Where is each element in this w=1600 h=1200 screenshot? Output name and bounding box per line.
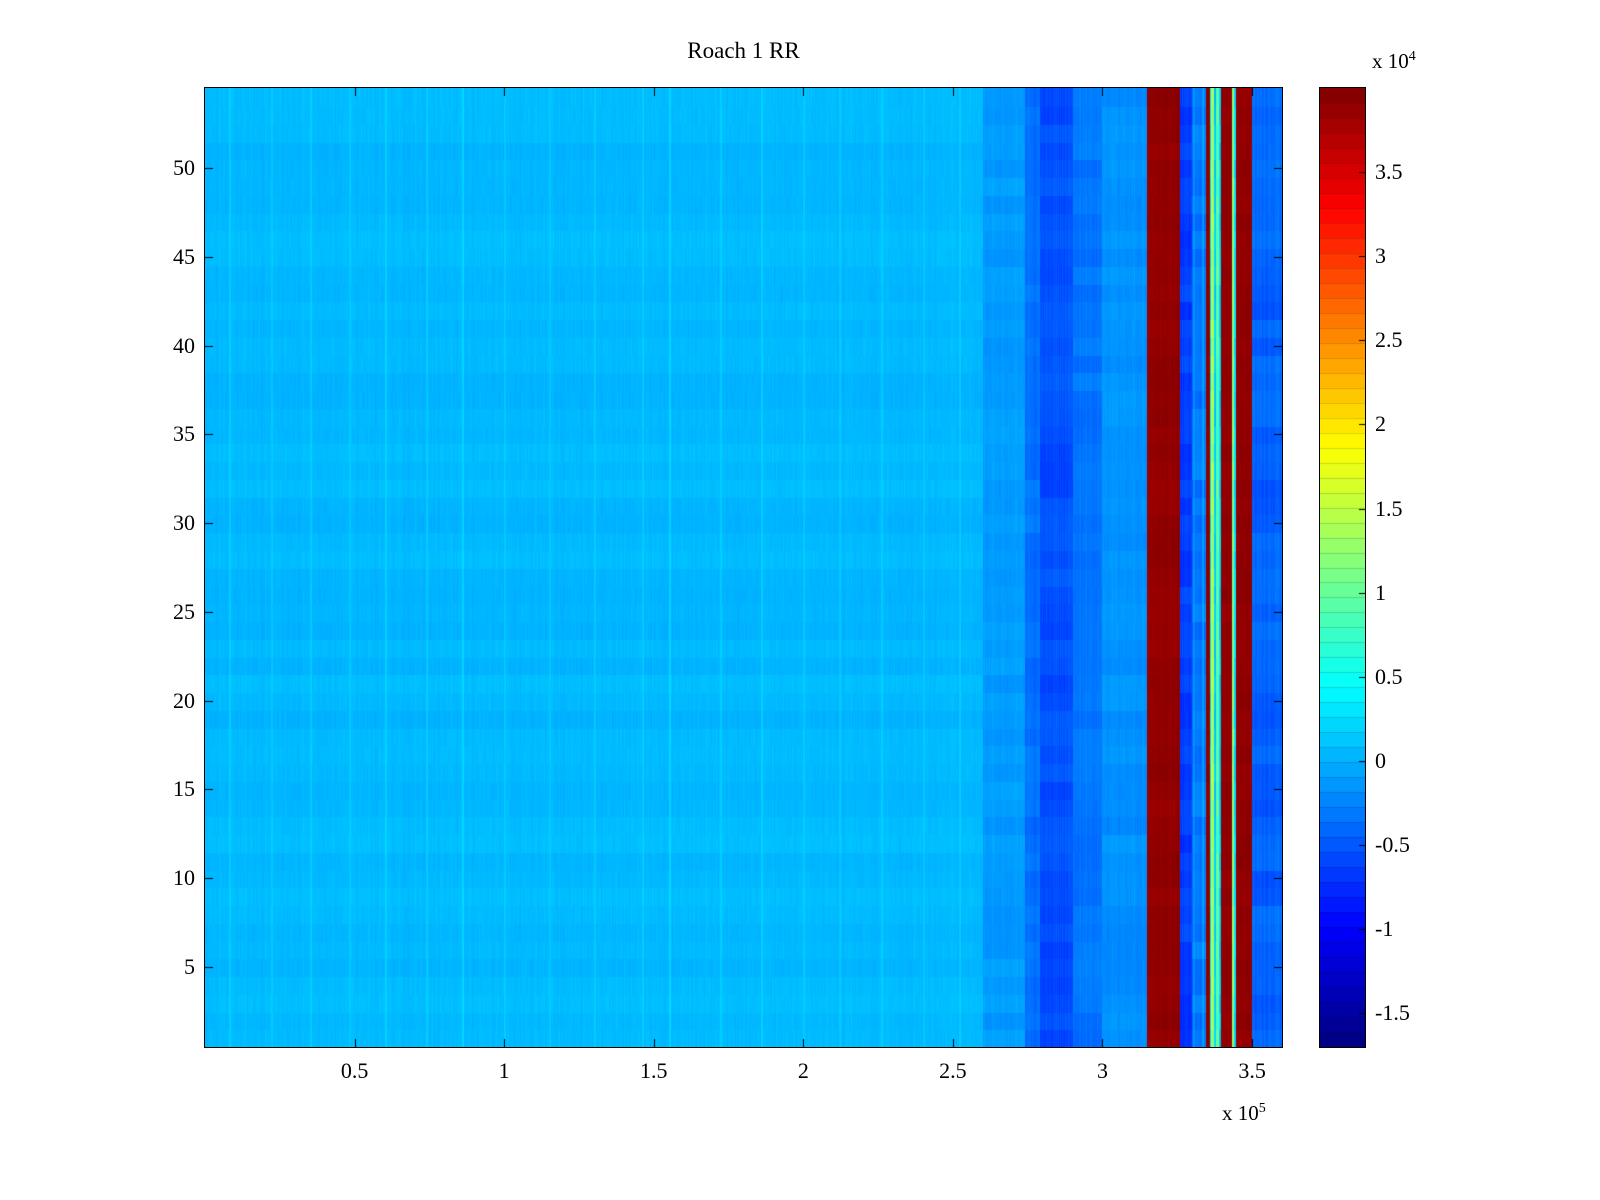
colorbar-exponent: x 104 (1372, 44, 1416, 74)
heatmap-canvas (205, 88, 1282, 1047)
x-tick-label: 1.5 (640, 1058, 668, 1083)
colorbar-tick-label: -1.5 (1375, 1000, 1410, 1026)
x-tick-label: 2.5 (939, 1058, 967, 1083)
y-tick-label: 50 (173, 154, 195, 180)
colorbar-exponent-power: 4 (1408, 49, 1416, 64)
colorbar-tick-label: 1 (1375, 579, 1386, 605)
plot-area (204, 87, 1283, 1048)
colorbar-tick-label: 0 (1375, 747, 1386, 773)
x-axis-exponent-base: x 10 (1222, 1101, 1259, 1125)
colorbar-tick-label: 0.5 (1375, 663, 1403, 689)
colorbar-tick-label: 2 (1375, 411, 1386, 437)
colorbar (1319, 87, 1366, 1048)
colorbar-tick-label: 3.5 (1375, 159, 1403, 185)
colorbar-tick-label: -0.5 (1375, 832, 1410, 858)
x-tick-label: 3 (1097, 1058, 1108, 1083)
y-tick-label: 5 (184, 954, 195, 980)
colorbar-tick-label: 2.5 (1375, 327, 1403, 353)
y-tick-label: 30 (173, 510, 195, 536)
y-tick-label: 40 (173, 332, 195, 358)
colorbar-tick-label: -1 (1375, 916, 1394, 942)
colorbar-tick-label: 1.5 (1375, 495, 1403, 521)
colorbar-tick-label: 3 (1375, 243, 1386, 269)
y-tick-label: 20 (173, 687, 195, 713)
x-tick-label: 1 (498, 1058, 510, 1083)
x-tick-label: 0.5 (340, 1058, 369, 1083)
y-tick-label: 45 (173, 243, 195, 269)
x-tick-label: 3.5 (1238, 1058, 1266, 1083)
colorbar-canvas (1320, 88, 1365, 1047)
y-tick-label: 35 (173, 421, 195, 447)
x-axis-exponent-power: 5 (1258, 1101, 1266, 1116)
colorbar-exponent-base: x 10 (1372, 49, 1409, 73)
x-tick-label: 2 (797, 1058, 809, 1083)
y-tick-label: 10 (173, 865, 195, 891)
y-tick-label: 25 (173, 598, 195, 624)
y-tick-label: 15 (173, 776, 195, 802)
x-axis-exponent: x 105 (1222, 1096, 1266, 1126)
chart-title: Roach 1 RR (687, 38, 800, 63)
